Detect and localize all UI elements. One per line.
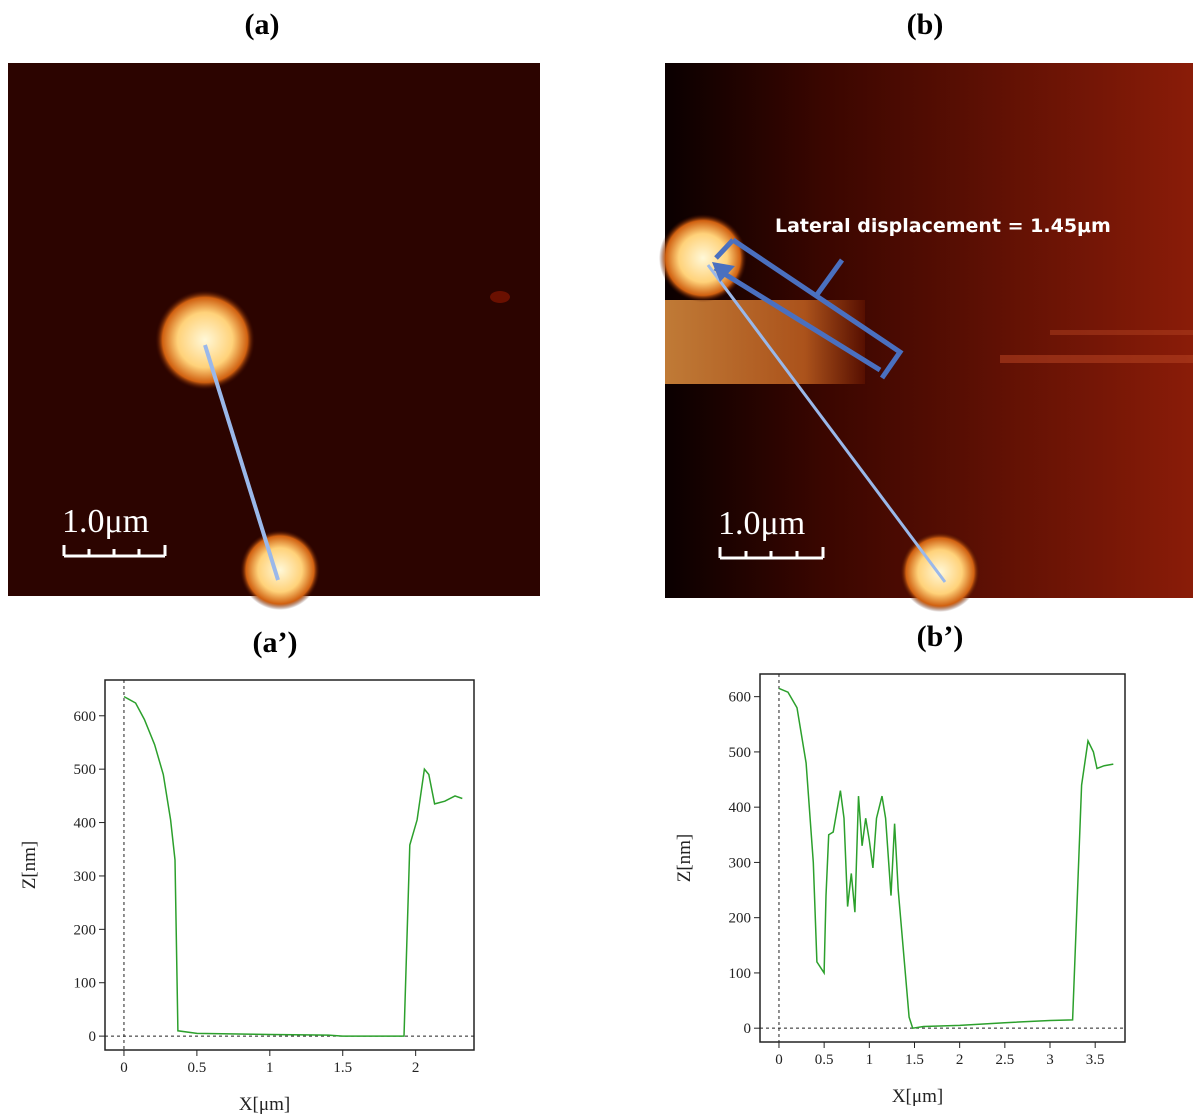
chart-title: (b’) <box>917 620 964 653</box>
plot-frame <box>104 679 475 1051</box>
y-tick-label: 300 <box>729 855 752 871</box>
x-tick-label: 1 <box>866 1052 874 1068</box>
y-tick-label: 300 <box>74 869 97 885</box>
y-axis-label: Z[nm] <box>674 834 695 883</box>
afm-image-b: Lateral displacement = 1.45μm 1.0μm <box>659 63 1193 612</box>
y-tick-label: 500 <box>74 762 97 778</box>
x-tick-label: 0 <box>120 1060 128 1076</box>
y-tick-label: 600 <box>74 709 97 725</box>
y-tick-label: 100 <box>74 976 97 992</box>
x-tick-label: 2.5 <box>995 1052 1014 1068</box>
scale-bar-label: 1.0μm <box>62 503 149 540</box>
x-axis-label: X[μm] <box>239 1094 290 1115</box>
x-tick-label: 1.5 <box>333 1060 352 1076</box>
x-tick-label: 3 <box>1046 1052 1054 1068</box>
panel-label: (a) <box>245 8 280 41</box>
data-line <box>778 687 1114 1030</box>
y-tick-label: 500 <box>729 745 752 761</box>
y-tick-label: 0 <box>89 1029 97 1045</box>
x-tick-label: 1 <box>266 1060 274 1076</box>
y-tick-label: 200 <box>74 922 97 938</box>
panel-label: (b) <box>907 8 944 41</box>
afm-image-a: 1.0μm <box>8 63 540 610</box>
annotation: Lateral displacement = 1.45μm <box>775 215 1111 237</box>
x-tick-label: 0.5 <box>188 1060 207 1076</box>
data-line <box>123 695 463 1037</box>
y-tick-label: 400 <box>74 816 97 832</box>
x-tick-label: 1.5 <box>905 1052 924 1068</box>
x-tick-label: 3.5 <box>1086 1052 1105 1068</box>
plot-frame <box>759 673 1126 1043</box>
y-tick-label: 100 <box>729 966 752 982</box>
y-tick-label: 200 <box>729 911 752 927</box>
y-tick-label: 400 <box>729 800 752 816</box>
x-tick-label: 0 <box>775 1052 783 1068</box>
x-tick-label: 0.5 <box>815 1052 834 1068</box>
x-tick-label: 2 <box>412 1060 420 1076</box>
y-axis-label: Z[nm] <box>19 841 40 890</box>
y-tick-label: 0 <box>744 1021 752 1037</box>
x-axis-label: X[μm] <box>892 1086 943 1107</box>
x-tick-label: 2 <box>956 1052 964 1068</box>
chart-title: (a’) <box>253 626 298 659</box>
scale-bar-label: 1.0μm <box>718 505 805 542</box>
y-tick-label: 600 <box>729 690 752 706</box>
